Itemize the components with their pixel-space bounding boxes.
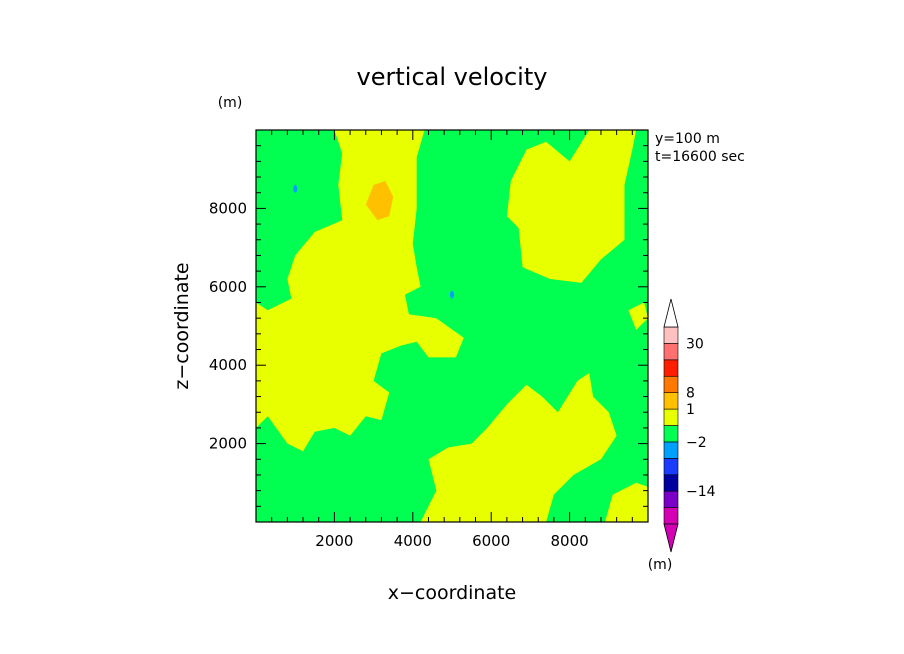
colorbar-label: −14 [686, 484, 716, 500]
colorbar-top-arrow [663, 298, 679, 328]
colorbar-band [663, 474, 679, 492]
y-tick-label: 8000 [209, 199, 247, 217]
colorbar-band [663, 375, 679, 393]
colorbar-band [663, 392, 679, 410]
colorbar-label: 1 [686, 402, 695, 418]
contour-region-positive-upper-right [506, 130, 637, 283]
colorbar-band [663, 490, 679, 508]
y-tick-label: 4000 [209, 356, 247, 374]
annotation-y-position: y=100 m [655, 131, 720, 147]
contour-region-positive-right-middle [628, 302, 648, 330]
colorbar-unit-label: (m) [648, 557, 673, 573]
x-axis-title: x−coordinate [388, 582, 517, 604]
colorbar-label: −2 [686, 435, 707, 451]
colorbar-label: 30 [686, 336, 704, 352]
x-tick-label: 4000 [394, 532, 432, 550]
colorbar-band [663, 507, 679, 525]
x-tick-label: 2000 [315, 532, 353, 550]
colorbar-bottom-arrow [663, 523, 679, 553]
contour-region-positive-lower-right [604, 482, 648, 522]
axis-ticks [256, 130, 648, 522]
colorbar: 30 81 −2 −14 [663, 298, 716, 553]
contour-region-positive-upper-left [256, 130, 464, 452]
colorbar-band [663, 343, 679, 361]
x-tick-label: 6000 [472, 532, 510, 550]
y-tick-label: 6000 [209, 278, 247, 296]
colorbar-band [663, 458, 679, 476]
y-unit-label: (m) [218, 95, 243, 111]
colorbar-band [663, 441, 679, 459]
colorbar-band [663, 425, 679, 443]
x-tick-label: 8000 [551, 532, 589, 550]
colorbar-band [663, 359, 679, 377]
colorbar-band [663, 408, 679, 426]
small-cell-1 [293, 184, 298, 193]
contour-region-positive-lower-middle [420, 373, 617, 522]
annotation-time: t=16600 sec [655, 149, 745, 165]
velocity-field [256, 130, 648, 522]
chart-title: vertical velocity [357, 63, 548, 91]
axis-tick-labels: 2000 4000 6000 8000 2000 4000 6000 8000 [209, 199, 589, 550]
small-cell-2 [450, 290, 454, 299]
y-tick-label: 2000 [209, 435, 247, 453]
colorbar-label: 8 [686, 386, 695, 402]
y-axis-title: z−coordinate [171, 262, 193, 389]
colorbar-band [663, 326, 679, 344]
plot-frame [255, 129, 649, 523]
contour-region-strong-updraft-core [365, 181, 394, 221]
